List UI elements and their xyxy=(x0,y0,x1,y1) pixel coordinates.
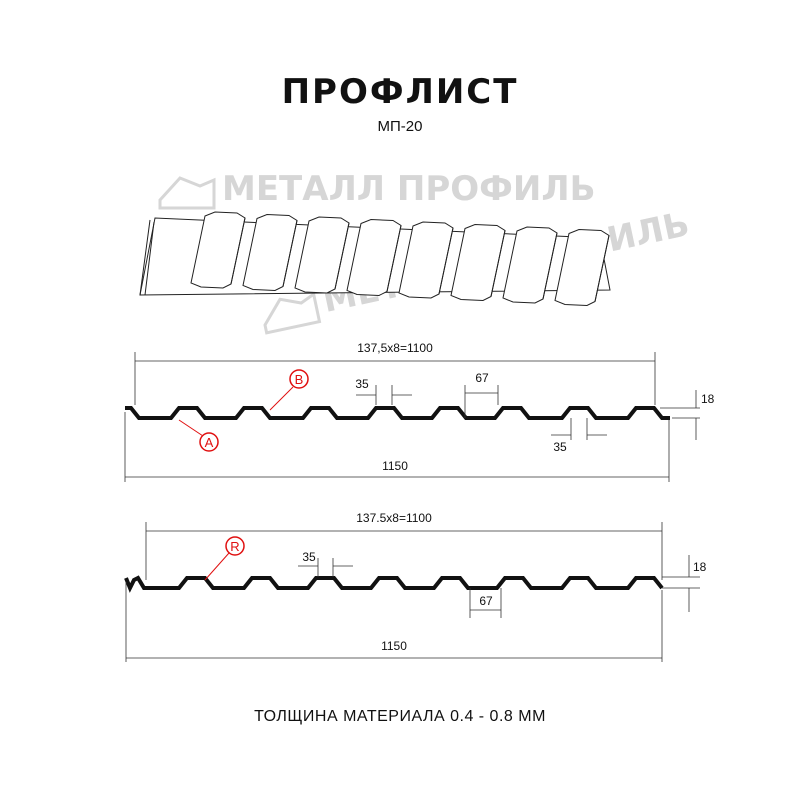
rib-top-dimension: 35 xyxy=(355,377,369,391)
rib-bottom-dimension: 35 xyxy=(553,440,567,454)
profile-bottom-shape xyxy=(124,575,664,593)
pitch-dimension: 137,5x8=1100 xyxy=(357,341,433,355)
sheet-rib xyxy=(230,217,246,285)
gap-dimension: 67 xyxy=(479,594,493,608)
sheet-rib xyxy=(542,232,558,300)
page-subtitle: МП-20 xyxy=(377,118,423,135)
page-title: ПРОФЛИСТ xyxy=(281,72,519,112)
watermark-logo-icon xyxy=(263,291,322,335)
sheet-rib xyxy=(386,225,402,292)
rib-top-dimension: 35 xyxy=(302,550,316,564)
svg-text:R: R xyxy=(230,539,239,554)
sheet-3d-illustration xyxy=(139,211,611,307)
profile-top: 137,5x8=1100 1150 35 67 35 18 A B xyxy=(124,341,715,482)
pitch-dimension: 137.5x8=1100 xyxy=(356,511,432,525)
watermark-2: МЕТАЛЛ ПРОФИЛЬ xyxy=(158,169,596,210)
material-thickness-note: ТОЛЩИНА МАТЕРИАЛА 0.4 - 0.8 ММ xyxy=(254,708,546,725)
marker-r: R xyxy=(204,536,245,581)
profile-bottom: 137.5x8=1100 1150 35 67 18 R xyxy=(124,511,707,662)
gap-dimension: 67 xyxy=(475,371,489,385)
sheet-rib xyxy=(282,220,298,287)
width-dimension: 1150 xyxy=(381,639,407,653)
sheet-rib xyxy=(438,227,454,295)
marker-a: A xyxy=(178,419,219,452)
marker-b: B xyxy=(269,369,309,411)
sheet-rib xyxy=(594,235,610,302)
height-dimension: 18 xyxy=(701,392,715,406)
sheet-rib xyxy=(490,230,506,297)
height-dimension: 18 xyxy=(693,560,707,574)
svg-text:B: B xyxy=(295,372,304,387)
sheet-rib xyxy=(139,219,155,296)
watermark-text: МЕТАЛЛ ПРОФИЛЬ xyxy=(222,169,596,209)
sheet-rib xyxy=(334,222,350,290)
svg-text:A: A xyxy=(205,435,214,450)
width-dimension: 1150 xyxy=(382,459,408,473)
profile-top-shape xyxy=(125,406,670,420)
watermark-logo-icon xyxy=(158,176,216,210)
